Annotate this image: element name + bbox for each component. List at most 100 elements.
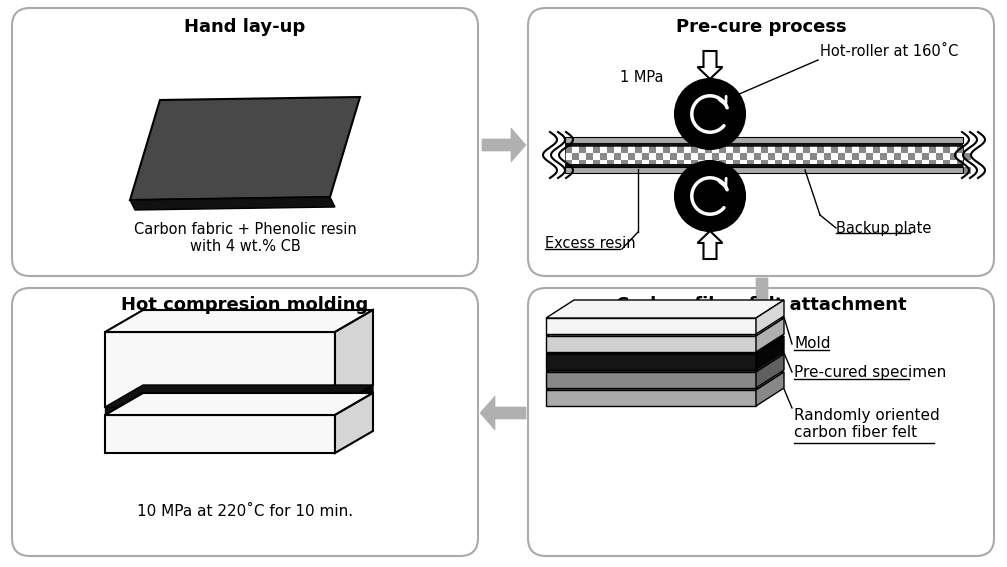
Bar [894,153,901,160]
FancyBboxPatch shape [528,8,994,276]
Bar [684,153,691,160]
Bar [964,167,971,174]
Bar [838,153,845,160]
Bar [768,153,775,160]
Bar [887,146,894,153]
Bar [642,167,649,174]
Text: Hot-roller at 160˚C: Hot-roller at 160˚C [820,44,959,60]
Bar [922,167,929,174]
Bar [607,146,614,153]
Bar [845,146,852,153]
Bar [873,160,880,167]
Text: Pre-cure process: Pre-cure process [676,18,846,36]
Bar [838,167,845,174]
Polygon shape [546,336,784,354]
Bar [733,146,740,153]
Bar [635,146,642,153]
Bar [782,153,789,160]
Bar [586,153,593,160]
Bar [572,153,579,160]
Bar [565,160,572,167]
Bar [726,153,733,160]
Bar [565,164,963,167]
Polygon shape [546,318,784,336]
Polygon shape [546,372,784,390]
Bar [866,153,873,160]
Polygon shape [756,336,784,370]
Bar [775,146,782,153]
Polygon shape [105,393,373,415]
Bar [880,153,887,160]
Bar [754,167,761,174]
Bar [761,160,768,167]
Bar [957,146,964,153]
Polygon shape [745,278,779,322]
Bar [105,415,335,453]
Bar [964,153,971,160]
Bar [565,146,963,164]
Text: Pre-cured specimen: Pre-cured specimen [794,365,947,379]
Bar [691,146,698,153]
Bar [670,167,677,174]
Bar [565,167,963,173]
Bar [105,332,335,407]
Bar [803,146,810,153]
Bar [901,160,908,167]
Bar [670,153,677,160]
Bar [698,153,705,160]
Circle shape [675,79,745,149]
Bar [572,167,579,174]
Bar [747,160,754,167]
Bar [677,146,684,153]
Polygon shape [335,310,373,407]
Bar [546,354,756,370]
Bar [782,167,789,174]
FancyBboxPatch shape [12,288,478,556]
Bar [635,160,642,167]
Bar [789,160,796,167]
Polygon shape [335,393,373,453]
FancyBboxPatch shape [12,8,478,276]
Bar [656,167,663,174]
Polygon shape [482,128,526,162]
Bar [565,137,963,143]
Bar [761,146,768,153]
Bar [789,146,796,153]
Bar [887,160,894,167]
Bar [831,160,838,167]
Bar [922,153,929,160]
FancyBboxPatch shape [528,288,994,556]
Bar [824,153,831,160]
Bar [859,160,866,167]
Bar [852,167,859,174]
Bar [880,167,887,174]
Bar [810,153,817,160]
Bar [565,146,963,164]
Text: Hand lay-up: Hand lay-up [184,18,306,36]
Bar [705,146,712,153]
Bar [719,160,726,167]
Bar [740,153,747,160]
Bar [943,160,950,167]
Bar [929,146,936,153]
Bar [698,167,705,174]
Bar [712,153,719,160]
Text: Hot compresion molding: Hot compresion molding [122,296,369,314]
Bar [908,167,915,174]
Bar [831,146,838,153]
Bar [796,167,803,174]
Polygon shape [698,231,722,259]
Bar [579,146,586,153]
Bar [691,160,698,167]
Bar [705,160,712,167]
Bar [950,153,957,160]
Text: Carbon fabric + Phenolic resin
with 4 wt.% CB: Carbon fabric + Phenolic resin with 4 wt… [134,222,356,255]
Bar [894,167,901,174]
Polygon shape [698,51,722,79]
Text: Carbon fiber felt attachment: Carbon fiber felt attachment [615,296,906,314]
Bar [600,153,607,160]
Polygon shape [105,385,373,407]
Bar [810,167,817,174]
Bar [852,153,859,160]
Polygon shape [130,197,335,210]
